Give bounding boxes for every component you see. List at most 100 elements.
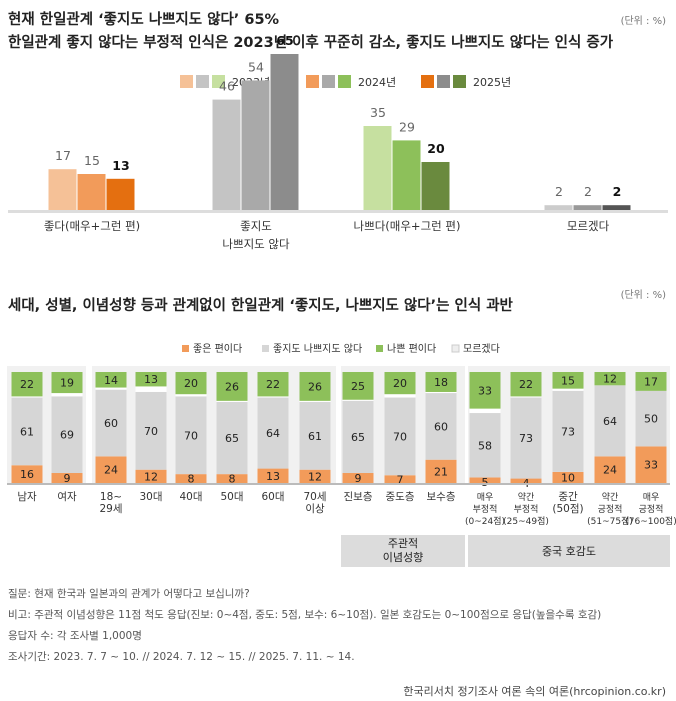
chart2-xlabel-2-2-line-1: 30대 bbox=[139, 491, 162, 503]
chart2-value-bad-3-3: 18 bbox=[434, 376, 448, 389]
chart2-xlabel-4-2-line-1: 약간 bbox=[518, 491, 535, 503]
chart1-bar-4-3 bbox=[602, 205, 631, 210]
chart2-xlabel-3-1-line-1: 진보층 bbox=[344, 491, 373, 503]
chart2-value-bad-3-2: 20 bbox=[393, 377, 407, 390]
chart1-value-4-2: 2 bbox=[584, 184, 592, 199]
chart2-value-neutral-2-5: 64 bbox=[266, 427, 280, 440]
chart2-value-good-2-5: 13 bbox=[266, 470, 280, 483]
footer-period: 조사기간: 2023. 7. 7 ~ 10. // 2024. 7. 12 ~ … bbox=[8, 651, 355, 663]
chart2-bar-good-3-1 bbox=[342, 473, 374, 483]
chart2-value-bad-4-2: 22 bbox=[519, 378, 533, 391]
chart2-value-good-2-3: 8 bbox=[188, 473, 195, 486]
chart2-title: 세대, 성별, 이념성향 등과 관계없이 한일관계 ‘좋지도, 나쁘지도 않다’… bbox=[8, 298, 513, 314]
legend-swatch-1-1 bbox=[180, 75, 193, 88]
chart2-bar-neutral-4-2 bbox=[510, 397, 542, 479]
chart2-bar-bad-2-6 bbox=[299, 372, 331, 401]
chart2-legend-swatch-3 bbox=[376, 345, 383, 352]
chart2-value-neutral-2-6: 61 bbox=[308, 430, 322, 443]
chart2-bar-bad-3-2 bbox=[384, 372, 416, 395]
chart2-value-good-1-2: 9 bbox=[64, 472, 71, 485]
chart2-legend-label-2: 좋지도 나쁘지도 않다 bbox=[273, 343, 362, 355]
chart2-bar-neutral-2-2 bbox=[135, 391, 167, 470]
chart1-value-3-3: 20 bbox=[427, 141, 445, 156]
footer-respondents: 응답자 수: 각 조사별 1,000명 bbox=[8, 630, 142, 642]
chart2-value-neutral-4-4: 64 bbox=[603, 415, 617, 428]
chart2-value-neutral-2-1: 60 bbox=[104, 417, 118, 430]
chart2-bar-neutral-2-5 bbox=[257, 397, 289, 469]
chart2-xlabel-3-2-line-1: 중도층 bbox=[386, 491, 415, 503]
legend-swatch-3-1 bbox=[421, 75, 434, 88]
chart1-bar-4-1 bbox=[544, 205, 573, 210]
chart1-baseline bbox=[8, 210, 668, 213]
chart2-bar-neutral-2-6 bbox=[299, 401, 331, 470]
legend-swatch-3-2 bbox=[437, 75, 450, 88]
chart2-value-bad-2-3: 20 bbox=[184, 377, 198, 390]
chart1-value-2-1: 46 bbox=[219, 79, 235, 94]
chart2-xlabel-3-3-line-1: 보수층 bbox=[427, 491, 456, 503]
chart2-value-bad-4-3: 15 bbox=[561, 374, 575, 387]
chart2-value-bad-2-1: 14 bbox=[104, 374, 118, 387]
chart2-value-good-4-3: 10 bbox=[561, 471, 575, 484]
chart1-bar-1-3 bbox=[106, 178, 135, 210]
chart2-xlabel-4-5-line-1: 매우 bbox=[643, 492, 660, 503]
legend-swatch-3-3 bbox=[453, 75, 466, 88]
chart1-category-2-line-2: 나쁘지도 않다 bbox=[222, 237, 290, 251]
chart1-category-1-line-1: 좋다(매우+그런 편) bbox=[44, 219, 140, 233]
legend-swatch-2-1 bbox=[306, 75, 319, 88]
chart2-xlabel-4-2-line-3: (25~49점) bbox=[503, 515, 549, 527]
chart1-bar-1-1 bbox=[48, 169, 77, 210]
chart2-bar-bad-2-5 bbox=[257, 372, 289, 397]
chart1-value-4-1: 2 bbox=[555, 184, 563, 199]
chart2-bar-bad-2-3 bbox=[175, 372, 207, 395]
chart2-bar-good-3-3 bbox=[425, 459, 457, 483]
chart2-value-good-1-1: 16 bbox=[20, 468, 34, 481]
chart2-xlabel-4-5-line-3: (76~100점) bbox=[625, 515, 676, 527]
chart2-value-bad-2-6: 26 bbox=[308, 380, 322, 393]
chart1-value-2-3: 65 bbox=[276, 33, 293, 48]
footer-question: 질문: 현재 한국과 일본과의 관계가 어떻다고 보십니까? bbox=[8, 588, 250, 600]
chart2-xlabel-4-4-line-3: (51~75점) bbox=[587, 515, 633, 527]
chart2-bar-good-3-2 bbox=[384, 475, 416, 483]
chart2-xlabel-2-1-line-1: 18~ bbox=[100, 491, 122, 503]
chart2-bar-bad-4-1 bbox=[469, 372, 501, 409]
chart2-bar-good-2-2 bbox=[135, 469, 167, 483]
chart2-value-bad-4-4: 12 bbox=[603, 373, 617, 386]
chart1-value-3-1: 35 bbox=[370, 105, 386, 120]
chart2-value-neutral-4-2: 73 bbox=[519, 432, 533, 445]
chart2-value-neutral-2-3: 70 bbox=[184, 429, 198, 442]
chart2-bar-good-2-5 bbox=[257, 468, 289, 483]
chart2-svg: 좋은 편이다 좋지도 나쁘지도 않다 나쁜 편이다 모르겠다 22 61 16 남자 19 69 9… bbox=[7, 343, 676, 567]
chart2-value-bad-2-4: 26 bbox=[225, 380, 239, 393]
chart2-bar-bad-3-3 bbox=[425, 372, 457, 392]
legend-label-3: 2025년 bbox=[473, 76, 511, 89]
chart2-value-neutral-2-2: 70 bbox=[144, 425, 158, 438]
chart1-unit: (단위 : %) bbox=[620, 16, 666, 27]
chart2-bar-bad-1-1 bbox=[11, 372, 43, 397]
chart2-bar-neutral-4-3 bbox=[552, 390, 584, 472]
legend-swatch-1-3 bbox=[212, 75, 225, 88]
chart2-group-header-3 bbox=[341, 535, 465, 567]
chart1-value-3-2: 29 bbox=[399, 119, 415, 134]
chart2-value-good-4-5: 33 bbox=[644, 459, 658, 472]
chart2-value-good-2-4: 8 bbox=[229, 473, 236, 486]
chart1-value-1-2: 15 bbox=[84, 153, 100, 168]
legend-swatch-1-2 bbox=[196, 75, 209, 88]
chart2-value-neutral-3-3: 60 bbox=[434, 420, 448, 433]
chart2-bar-neutral-2-4 bbox=[216, 401, 248, 475]
chart2-value-bad-3-1: 25 bbox=[351, 380, 365, 393]
chart2-bar-bad-1-2 bbox=[51, 372, 83, 394]
chart2-bar-good-1-2 bbox=[51, 473, 83, 483]
chart2-bar-neutral-3-3 bbox=[425, 393, 457, 460]
chart2-bar-neutral-2-3 bbox=[175, 396, 207, 475]
chart2-bar-good-2-6 bbox=[299, 469, 331, 483]
chart2-xlabel-4-1-line-1: 매우 bbox=[477, 492, 494, 503]
chart2-bar-neutral-4-1 bbox=[469, 413, 501, 478]
chart2-value-good-2-1: 24 bbox=[104, 464, 118, 477]
chart1-svg: 2023년2024년2025년171513좋다(매우+그런 편)465465좋지… bbox=[8, 33, 668, 251]
chart2-value-good-2-6: 12 bbox=[308, 470, 322, 483]
chart1-bar-2-3 bbox=[270, 54, 299, 210]
chart2-xlabel-2-6-line-2: 이상 bbox=[305, 503, 325, 515]
chart2-xlabel-4-3-line-1: 중간 bbox=[558, 491, 578, 503]
chart2-group-panel-2 bbox=[92, 366, 336, 485]
chart1-value-2-2: 54 bbox=[248, 59, 264, 74]
